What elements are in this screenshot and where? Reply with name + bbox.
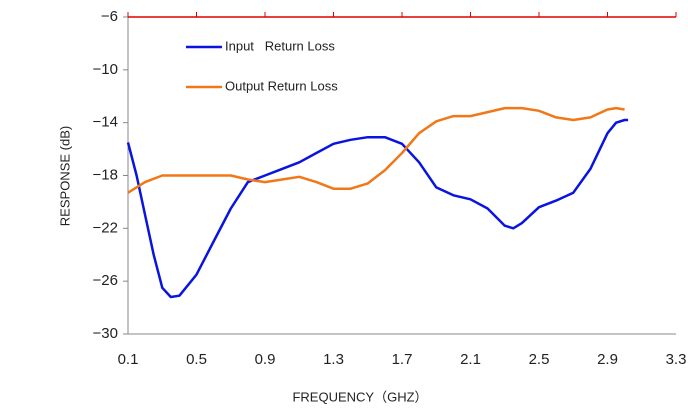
y-axis-label: RESPONSE (dB) bbox=[57, 126, 72, 226]
series-line bbox=[127, 106, 625, 194]
x-axis-label: FREQUENCY（GHZ） bbox=[292, 389, 427, 404]
x-tick-label: 0.1 bbox=[118, 351, 139, 368]
x-tick-label: 2.9 bbox=[597, 351, 618, 368]
x-tick-label: 2.1 bbox=[460, 351, 481, 368]
y-tick-label: −6 bbox=[101, 8, 118, 25]
x-tick-label: 2.5 bbox=[529, 351, 550, 368]
x-tick-label: 1.3 bbox=[323, 351, 344, 368]
legend-label: Output Return Loss bbox=[225, 78, 338, 93]
legend-label: Input Return Loss bbox=[225, 38, 335, 53]
x-tick-label: 1.7 bbox=[392, 351, 413, 368]
series-line bbox=[126, 118, 629, 299]
x-tick-label: 3.3 bbox=[666, 351, 687, 368]
y-tick-label: −14 bbox=[93, 114, 118, 131]
y-tick-label: −26 bbox=[93, 272, 118, 289]
y-tick-label: −10 bbox=[93, 61, 118, 78]
y-tick-label: −30 bbox=[93, 325, 118, 342]
x-tick-label: 0.5 bbox=[186, 351, 207, 368]
y-tick-label: −18 bbox=[93, 166, 118, 183]
x-tick-label: 0.9 bbox=[255, 351, 276, 368]
y-tick-label: −22 bbox=[93, 219, 118, 236]
